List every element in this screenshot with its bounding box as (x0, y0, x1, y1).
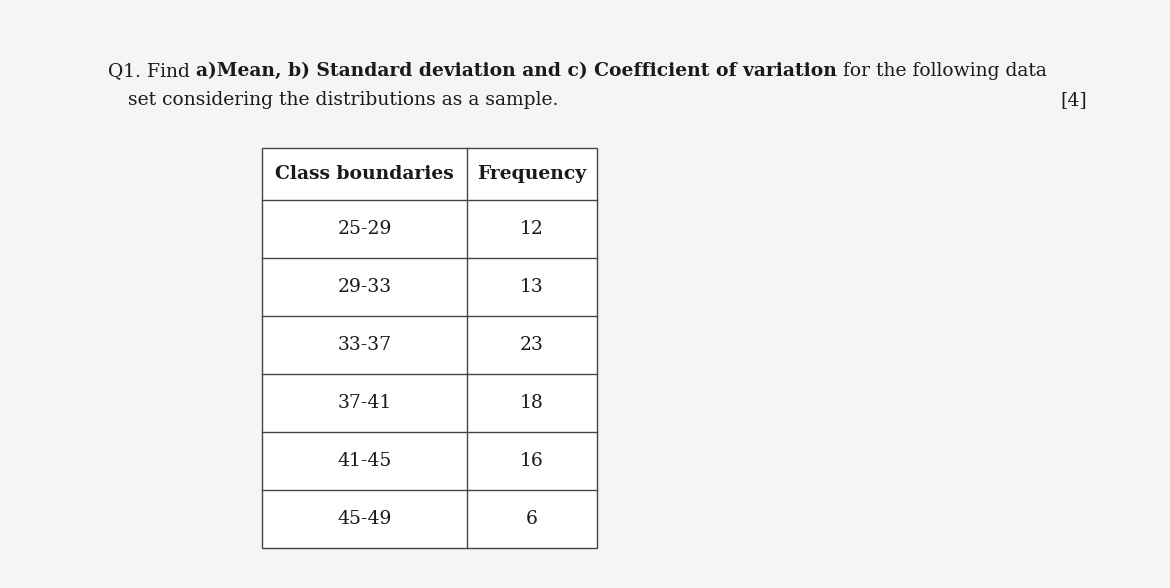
Text: 6: 6 (526, 510, 538, 528)
Text: a)Mean, b) Standard deviation and c) Coefficient of variation: a)Mean, b) Standard deviation and c) Coe… (195, 62, 837, 80)
Text: 23: 23 (519, 336, 544, 354)
Text: 37-41: 37-41 (337, 394, 392, 412)
Text: 33-37: 33-37 (337, 336, 392, 354)
Text: set considering the distributions as a sample.: set considering the distributions as a s… (128, 91, 558, 109)
Bar (262, 148, 597, 548)
Text: Frequency: Frequency (477, 165, 586, 183)
Text: 29-33: 29-33 (337, 278, 392, 296)
Text: [4]: [4] (1060, 91, 1087, 109)
Text: for the following data: for the following data (837, 62, 1047, 80)
Text: 12: 12 (519, 220, 544, 238)
Text: 13: 13 (521, 278, 544, 296)
Text: 25-29: 25-29 (337, 220, 392, 238)
Text: 41-45: 41-45 (337, 452, 392, 470)
Text: 45-49: 45-49 (337, 510, 392, 528)
Text: 18: 18 (519, 394, 544, 412)
Text: Class boundaries: Class boundaries (275, 165, 454, 183)
Text: Q1. Find: Q1. Find (108, 62, 195, 80)
Bar (262, 148, 597, 548)
Text: 16: 16 (521, 452, 544, 470)
